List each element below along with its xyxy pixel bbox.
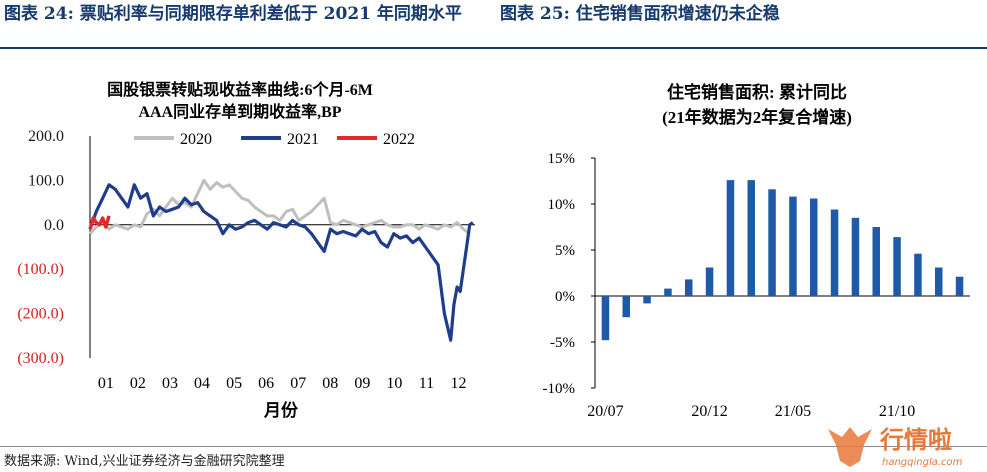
bar-21/06 xyxy=(810,198,818,296)
line-chart-title-2: AAA同业存单到期收益率,BP xyxy=(138,102,341,121)
header-rule xyxy=(0,47,987,49)
bar-chart-title-1: 住宅销售面积: 累计同比 xyxy=(667,82,847,102)
series-line-2020 xyxy=(88,178,471,235)
right-figure-title: 图表 25: 住宅销售面积增速仍未企稳 xyxy=(500,4,780,24)
line-x-tick-label: 03 xyxy=(162,375,178,392)
bar-20/09 xyxy=(643,296,651,304)
line-x-tick-label: 07 xyxy=(290,375,306,392)
line-x-tick-label: 04 xyxy=(194,375,210,392)
line-y-tick-label: (100.0) xyxy=(17,261,64,278)
bar-x-tick-label: 20/07 xyxy=(587,403,623,420)
left-figure-title: 图表 24: 票贴利率与同期限存单利差低于 2021 年同期水平 xyxy=(4,4,462,24)
watermark-logo: 行情啦 hangqingla.com xyxy=(828,426,963,468)
line-y-tick-label: 200.0 xyxy=(28,128,64,145)
line-y-tick-label: (200.0) xyxy=(17,306,64,323)
legend: 2020 2021 2022 xyxy=(134,131,415,148)
line-chart-xlabel: 月份 xyxy=(263,400,299,420)
line-x-tick-label: 12 xyxy=(451,375,467,392)
bar-21/02 xyxy=(726,180,735,296)
bar-20/08 xyxy=(622,296,630,318)
bar-21/07 xyxy=(830,209,839,296)
bar-21/08 xyxy=(851,217,860,296)
bar-22/01 xyxy=(955,276,964,296)
bar-21/03 xyxy=(747,180,755,296)
bar-20/10 xyxy=(664,288,672,296)
bar-x-tick-label: 21/05 xyxy=(775,403,811,420)
bar-y-tick-label: 10% xyxy=(548,197,576,213)
bar-y-tick-label: 5% xyxy=(555,243,575,259)
series-line-2021 xyxy=(88,183,474,342)
bar-20/07 xyxy=(601,296,610,341)
bar-21/11 xyxy=(914,253,922,296)
watermark-brand-text: 行情啦 xyxy=(879,426,952,454)
line-x-tick-label: 06 xyxy=(258,375,274,392)
watermark-url-text: hangqingla.com xyxy=(882,457,963,468)
line-x-tick-label: 10 xyxy=(386,375,402,392)
legend-label-2022: 2022 xyxy=(383,131,415,148)
bar-21/04 xyxy=(768,189,776,296)
line-y-tick-label: 0.0 xyxy=(44,217,64,234)
bar-y-tick-label: 15% xyxy=(548,151,576,167)
bar-x-tick-label: 21/10 xyxy=(879,403,915,420)
line-chart-title-1: 国股银票转贴现收益率曲线:6个月-6M xyxy=(107,80,373,99)
bar-20/12 xyxy=(705,267,714,296)
bar-21/09 xyxy=(872,227,880,296)
bar-y-tick-label: 0% xyxy=(555,289,575,305)
data-source-note: 数据来源: Wind,兴业证券经济与金融研究院整理 xyxy=(4,454,285,469)
line-x-tick-label: 01 xyxy=(98,375,114,392)
bar-21/05 xyxy=(789,196,797,296)
bar-y-tick-label: -5% xyxy=(550,335,575,351)
spread-line-chart: 国股银票转贴现收益率曲线:6个月-6M AAA同业存单到期收益率,BP 2020… xyxy=(17,80,475,420)
bar-20/11 xyxy=(685,279,693,296)
footer-rule xyxy=(0,446,987,447)
line-y-tick-label: (300.0) xyxy=(17,350,64,367)
legend-label-2020: 2020 xyxy=(180,131,212,148)
line-x-tick-label: 09 xyxy=(354,375,370,392)
line-x-tick-label: 08 xyxy=(322,375,338,392)
bar-21/12 xyxy=(935,267,943,296)
line-x-tick-label: 05 xyxy=(226,375,242,392)
series-line-2022 xyxy=(88,215,111,230)
housing-sales-bar-chart: 住宅销售面积: 累计同比 (21年数据为2年复合增速) 15% 10% 5% 0% -5… xyxy=(543,82,970,420)
line-x-tick-label: 11 xyxy=(419,375,434,392)
bar-chart-title-2: (21年数据为2年复合增速) xyxy=(662,107,852,127)
bar-x-tick-label: 20/12 xyxy=(691,403,727,420)
bar-21/10 xyxy=(893,237,901,296)
bull-head-icon xyxy=(828,427,872,467)
line-y-tick-label: 100.0 xyxy=(28,172,64,189)
bar-y-tick-label: -10% xyxy=(543,381,576,397)
line-x-tick-label: 02 xyxy=(130,375,146,392)
legend-label-2021: 2021 xyxy=(287,131,319,148)
